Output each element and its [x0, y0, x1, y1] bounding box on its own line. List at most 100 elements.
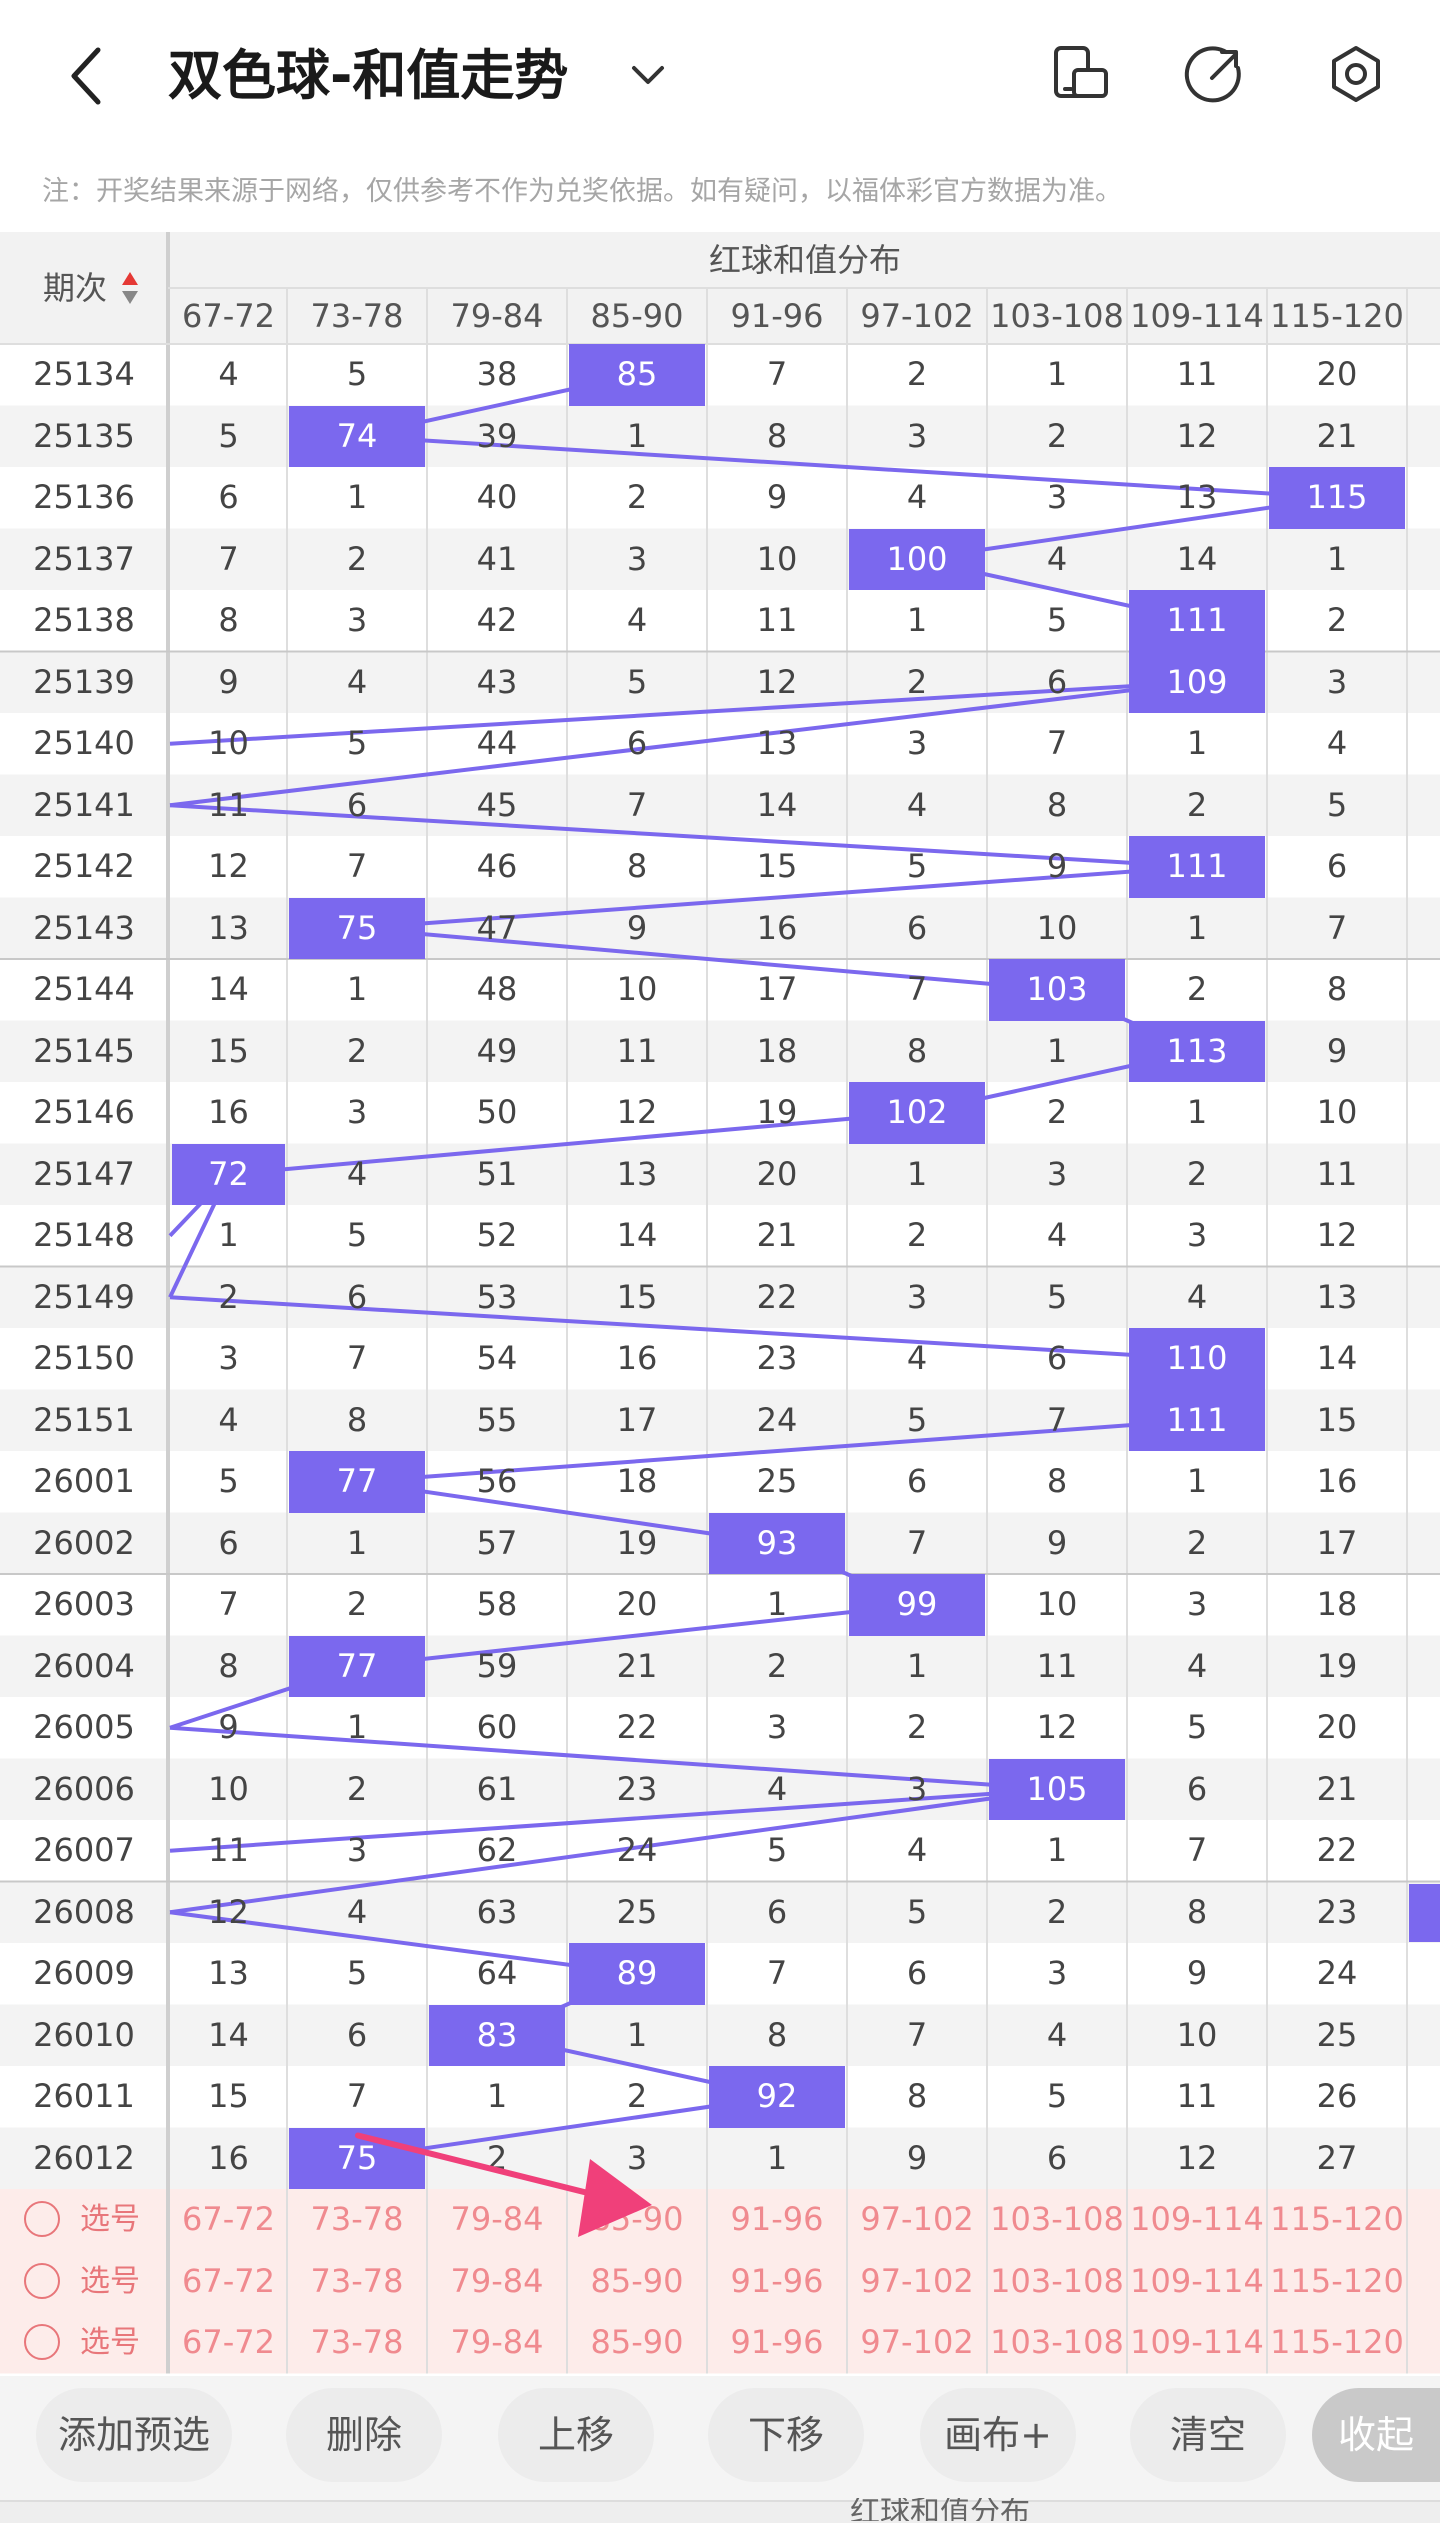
pick-range-cell[interactable]: 97-102: [860, 2323, 974, 2361]
title-dropdown-button[interactable]: [628, 56, 668, 96]
issue-number-cell: 26011: [33, 2077, 135, 2115]
omission-cell: 2: [626, 2077, 648, 2115]
pick-range-cell[interactable]: 73-78: [310, 2200, 404, 2238]
omission-cell: 4: [906, 1339, 928, 1377]
pick-range-cell[interactable]: 109-114: [1130, 2261, 1264, 2300]
omission-cell: 11: [756, 601, 798, 639]
pick-range-cell[interactable]: 73-78: [310, 2323, 404, 2361]
pick-range-cell[interactable]: 73-78: [310, 2261, 404, 2300]
omission-cell: 1: [1046, 1031, 1068, 1070]
omission-cell: 2: [1186, 785, 1208, 824]
add-preselect-button[interactable]: 添加预选: [36, 2388, 232, 2482]
pick-range-cell[interactable]: 67-72: [182, 2323, 275, 2361]
omission-cell: 5: [906, 1892, 928, 1931]
omission-cell: 4: [1046, 2015, 1068, 2054]
pick-range-cell[interactable]: 91-96: [730, 2200, 824, 2238]
share-button[interactable]: [1182, 42, 1246, 106]
collapse-button[interactable]: 收起: [1312, 2388, 1440, 2482]
omission-cell: 25: [756, 1462, 798, 1500]
omission-cell: 6: [218, 478, 239, 516]
pick-range-cell[interactable]: 103-108: [990, 2261, 1124, 2300]
pick-range-cell[interactable]: 67-72: [182, 2261, 275, 2300]
pick-range-cell[interactable]: 115-120: [1270, 2323, 1404, 2361]
pick-range-cell[interactable]: 97-102: [860, 2261, 974, 2300]
hit-cell: 72: [172, 1143, 285, 1205]
omission-cell: 12: [1316, 1216, 1358, 1254]
omission-cell: 22: [616, 1708, 658, 1746]
omission-cell: 5: [1046, 601, 1068, 639]
omission-cell: 27: [1316, 2138, 1358, 2177]
pick-range-cell[interactable]: 91-96: [730, 2323, 824, 2361]
pick-range-cell[interactable]: 115-120: [1270, 2200, 1404, 2238]
issue-number-cell: 25141: [33, 785, 135, 824]
pick-range-cell[interactable]: 79-84: [450, 2200, 544, 2238]
range-header: 97-102: [860, 297, 974, 335]
clear-button[interactable]: 清空: [1130, 2388, 1286, 2482]
omission-cell: 13: [756, 724, 798, 762]
issue-number-cell: 26002: [33, 1523, 135, 1562]
omission-cell: 38: [476, 355, 518, 393]
omission-cell: 3: [346, 1093, 368, 1131]
pick-range-cell[interactable]: 103-108: [990, 2200, 1124, 2238]
pick-range-cell[interactable]: 109-114: [1130, 2323, 1264, 2361]
canvas-plus-button[interactable]: 画布+: [920, 2388, 1076, 2482]
omission-cell: 48: [476, 970, 518, 1008]
pick-range-cell[interactable]: 79-84: [450, 2261, 544, 2300]
phone-landscape-button[interactable]: [1048, 42, 1112, 106]
pick-range-cell[interactable]: 85-90: [590, 2261, 684, 2300]
sort-arrows-icon[interactable]: [120, 270, 140, 306]
pick-range-cell[interactable]: 91-96: [730, 2261, 824, 2300]
omission-cell: 13: [1176, 478, 1218, 516]
omission-cell: 6: [906, 1954, 928, 1992]
pick-range-cell[interactable]: 115-120: [1270, 2261, 1404, 2300]
omission-cell: 5: [1046, 2077, 1068, 2115]
omission-cell: 1: [626, 416, 648, 455]
pick-range-cell[interactable]: 85-90: [590, 2323, 684, 2361]
pick-range-cell[interactable]: 103-108: [990, 2323, 1124, 2361]
move-up-button[interactable]: 上移: [498, 2388, 654, 2482]
omission-cell: 13: [1316, 1277, 1358, 1316]
range-header: 67-72: [182, 297, 275, 335]
omission-cell: 47: [476, 908, 518, 947]
pick-range-cell[interactable]: 97-102: [860, 2200, 974, 2238]
pick-range-cell[interactable]: 79-84: [450, 2323, 544, 2361]
omission-cell: 7: [906, 2015, 928, 2054]
issue-column-header[interactable]: 期次: [42, 269, 107, 307]
omission-cell: 8: [626, 847, 648, 885]
select-label[interactable]: 选号: [80, 2202, 140, 2237]
issue-number-cell: 25149: [33, 1277, 135, 1316]
omission-cell: 7: [1186, 1831, 1208, 1869]
issue-number-cell: 25142: [33, 847, 135, 885]
move-down-button[interactable]: 下移: [708, 2388, 864, 2482]
select-circle-icon[interactable]: [24, 2262, 60, 2299]
omission-cell: 41: [476, 539, 518, 578]
issue-number-cell: 25144: [33, 970, 135, 1008]
omission-cell: 2: [346, 1585, 368, 1623]
page-title[interactable]: 双色球-和值走势: [168, 44, 569, 107]
omission-cell: 10: [1176, 2015, 1218, 2054]
range-header: 73-78: [310, 297, 404, 335]
omission-cell: 15: [208, 1031, 249, 1070]
issue-number-cell: 26003: [33, 1585, 135, 1623]
omission-cell: 10: [616, 970, 658, 1008]
omission-cell: 2: [346, 539, 368, 578]
issue-number-cell: 25151: [33, 1400, 135, 1439]
omission-cell: 1: [346, 1708, 368, 1746]
omission-cell: 1: [1186, 908, 1208, 947]
omission-cell: 22: [756, 1277, 798, 1316]
omission-cell: 1: [1046, 1831, 1068, 1869]
settings-button[interactable]: [1324, 42, 1388, 106]
pick-range-cell[interactable]: 109-114: [1130, 2200, 1264, 2238]
issue-number-cell: 26007: [33, 1831, 135, 1869]
omission-cell: 12: [208, 847, 249, 885]
omission-cell: 5: [1326, 785, 1348, 824]
omission-cell: 3: [906, 724, 928, 762]
delete-button[interactable]: 删除: [286, 2388, 442, 2482]
select-label[interactable]: 选号: [80, 2263, 140, 2299]
select-label[interactable]: 选号: [80, 2325, 140, 2360]
select-circle-icon[interactable]: [24, 2201, 60, 2237]
pick-range-cell[interactable]: 67-72: [182, 2200, 275, 2238]
back-button[interactable]: [58, 40, 114, 112]
select-circle-icon[interactable]: [24, 2324, 60, 2360]
omission-cell: 24: [616, 1831, 658, 1869]
